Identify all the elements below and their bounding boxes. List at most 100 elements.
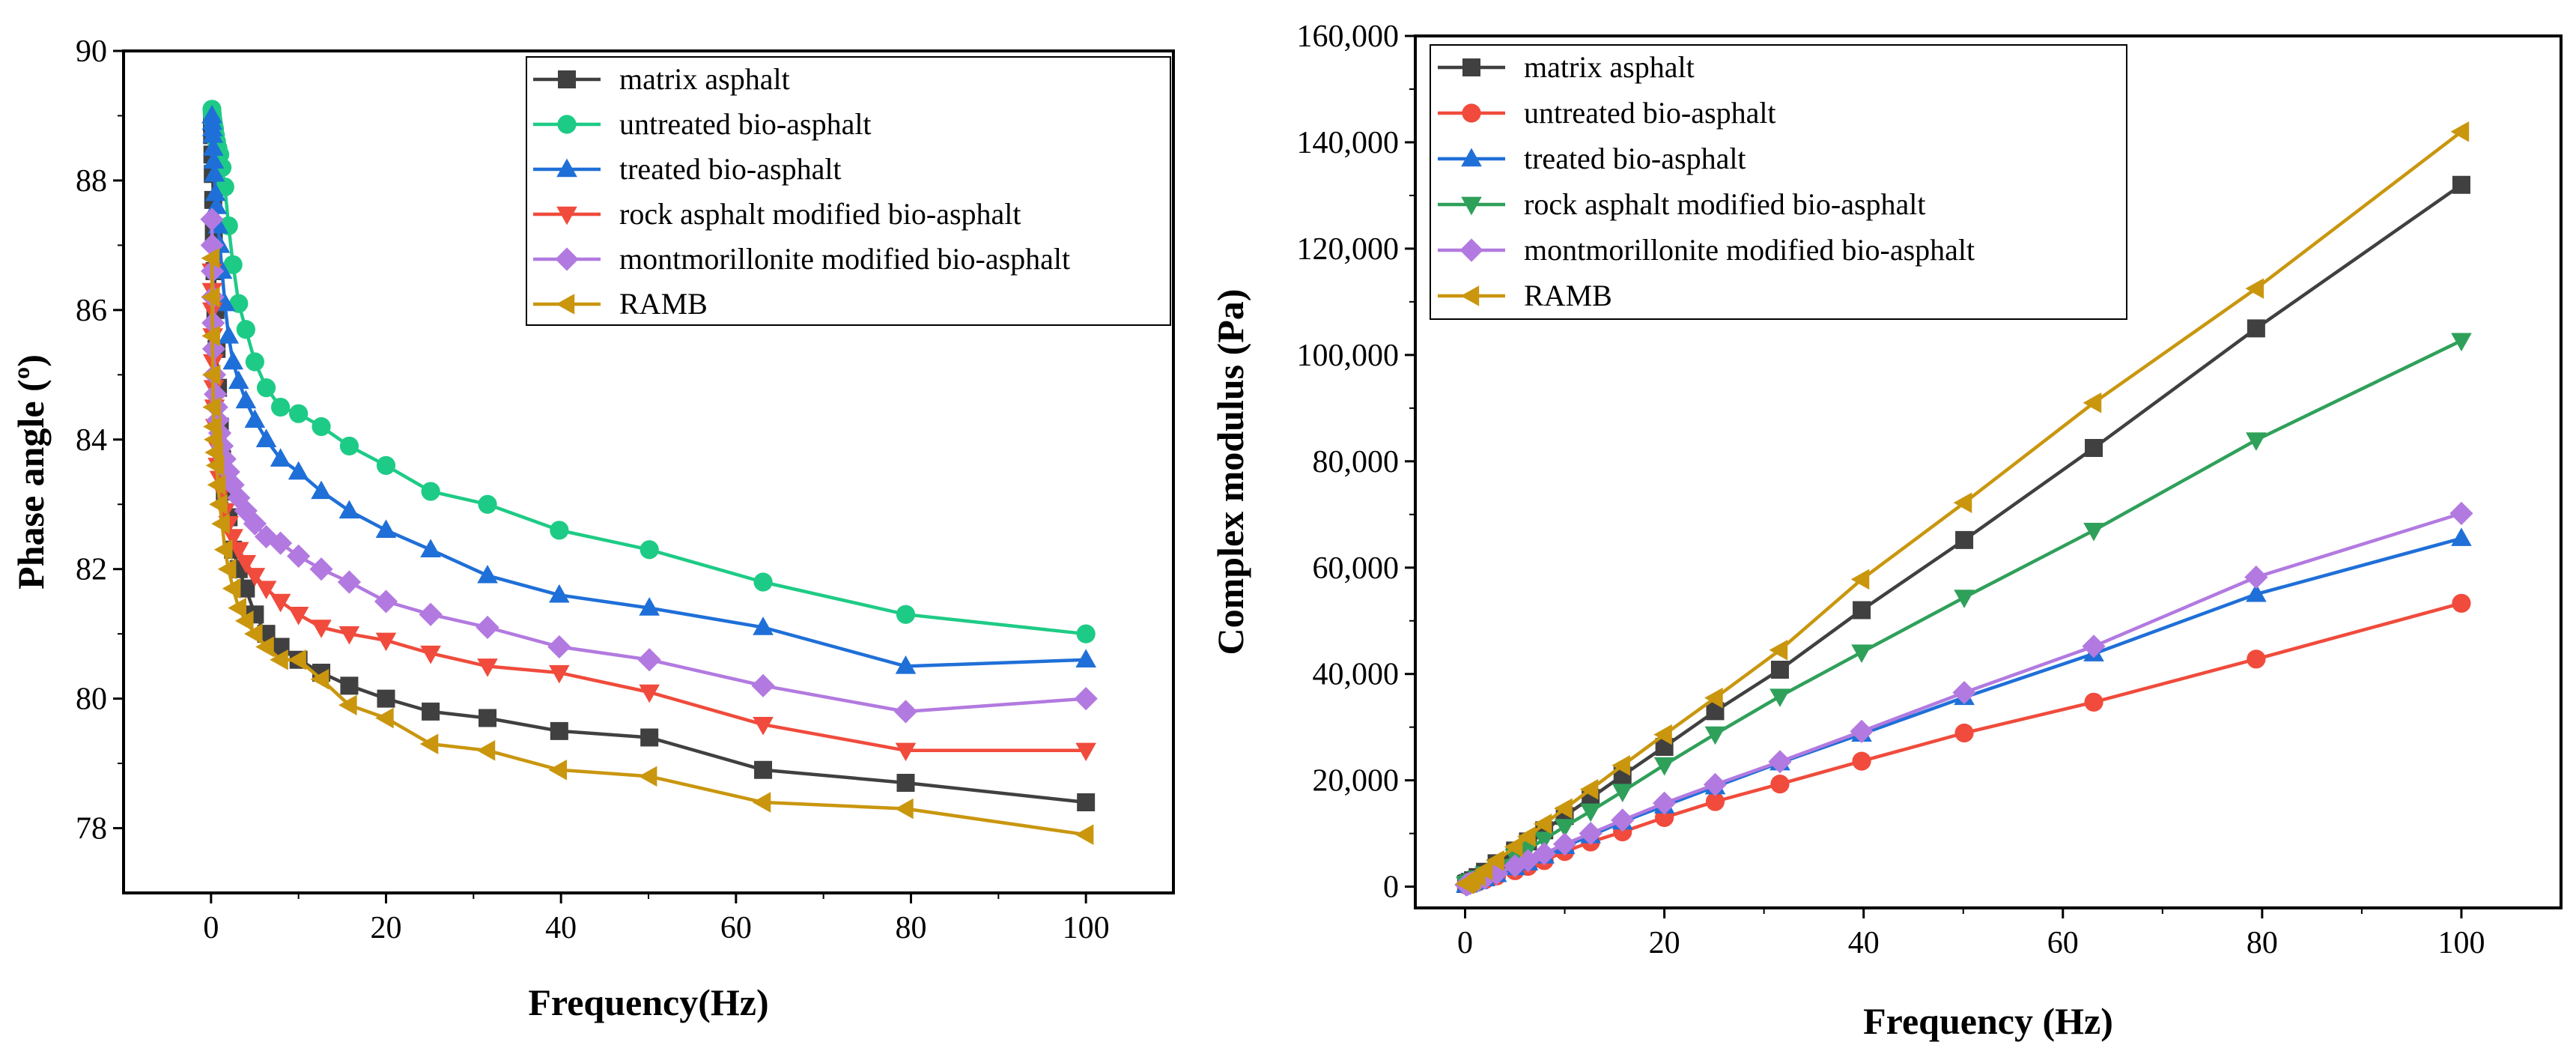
data-point	[640, 540, 659, 560]
data-point	[288, 607, 309, 626]
data-point	[476, 615, 499, 640]
x-tick-label: 0	[1457, 926, 1473, 960]
data-point	[1770, 688, 1790, 707]
data-point	[1579, 778, 1599, 800]
data-point	[753, 617, 774, 635]
y-tick-label: 84	[76, 423, 107, 458]
data-point	[204, 442, 223, 463]
data-point	[2247, 319, 2265, 338]
data-point	[2085, 439, 2103, 458]
data-point	[895, 798, 914, 820]
data-point	[311, 620, 332, 638]
legend-marker	[557, 115, 577, 134]
data-point	[549, 584, 570, 603]
data-point	[895, 742, 917, 762]
data-point	[1852, 751, 1871, 771]
x-tick-label: 60	[720, 911, 752, 945]
data-point	[1077, 793, 1096, 811]
data-point	[752, 792, 771, 813]
data-point	[203, 150, 225, 169]
data-point	[1653, 724, 1672, 745]
legend-marker	[1460, 285, 1480, 306]
data-point	[204, 428, 222, 450]
data-point	[1075, 742, 1096, 762]
data-point	[376, 455, 396, 475]
data-point	[476, 739, 496, 761]
data-point	[754, 760, 773, 779]
y-tick-label: 78	[76, 812, 107, 846]
y-tick-label: 40,000	[1313, 658, 1400, 692]
data-point	[256, 378, 276, 398]
data-point	[640, 728, 659, 747]
legend-marker	[558, 70, 576, 88]
x-tick-label: 40	[1848, 926, 1880, 960]
series-ramb	[1455, 121, 2470, 894]
x-axis-title: Frequency(Hz)	[528, 981, 768, 1023]
data-point	[1503, 854, 1527, 878]
y-tick-label: 86	[76, 294, 107, 328]
legend-box	[1430, 44, 2127, 320]
data-point	[479, 709, 497, 727]
data-point	[1770, 661, 1789, 679]
x-tick-label: 100	[1063, 911, 1110, 945]
y-tick-label: 100,000	[1297, 339, 1400, 373]
data-point	[1504, 836, 1523, 858]
data-point	[550, 721, 568, 740]
legend: matrix asphalt untreated bio-asphalt treat…	[1430, 44, 2127, 320]
data-point	[227, 485, 251, 510]
data-point	[1851, 644, 1872, 664]
data-point	[213, 447, 237, 471]
data-point	[420, 539, 441, 557]
data-point	[419, 602, 443, 626]
data-point	[204, 382, 228, 406]
data-point	[638, 766, 657, 787]
phase-angle-chart: 0 20 40 60 80 100 78 80 82 84 86 88 90 Frequency(Hz)…	[10, 34, 1175, 1023]
data-point	[477, 658, 498, 677]
data-point	[255, 581, 277, 600]
data-point	[201, 247, 220, 269]
data-point	[1768, 750, 1792, 774]
data-point	[244, 409, 266, 428]
data-point	[1554, 798, 1573, 820]
data-point	[2449, 501, 2473, 525]
legend-marker	[556, 206, 577, 225]
data-point	[1554, 819, 1576, 838]
y-tick-label: 140,000	[1297, 126, 1400, 160]
data-point	[548, 759, 568, 781]
data-point	[312, 417, 331, 437]
data-point	[229, 294, 249, 313]
data-point	[1954, 590, 1975, 608]
data-point	[1653, 757, 1675, 776]
data-point	[1769, 639, 1788, 661]
data-point	[255, 428, 277, 447]
series-layer	[1454, 121, 2473, 897]
data-point	[217, 558, 237, 580]
legend-label: RAMB	[619, 287, 708, 321]
y-tick-label: 80,000	[1313, 445, 1400, 479]
data-point	[222, 529, 243, 548]
data-point	[1704, 726, 1726, 745]
x-tick-label: 20	[1649, 926, 1680, 960]
data-point	[637, 648, 661, 672]
data-point	[200, 208, 224, 231]
y-axis-title: Phase angle (º)	[10, 354, 52, 590]
legend-marker	[1462, 103, 1481, 123]
data-point	[1075, 649, 1096, 667]
data-point	[1706, 702, 1725, 721]
data-point	[204, 163, 225, 182]
data-point	[751, 673, 775, 697]
data-point	[209, 494, 228, 515]
y-tick-label: 0	[1383, 870, 1399, 905]
data-point	[235, 554, 257, 574]
data-point	[2452, 175, 2470, 194]
legend-entry-untreated-bio-asphalt: untreated bio-asphalt	[1438, 96, 1776, 130]
x-tick-label: 80	[2247, 926, 2278, 960]
data-point	[1703, 772, 1728, 796]
legend-marker	[556, 294, 575, 315]
data-point	[1474, 859, 1493, 881]
y-tick-label: 120,000	[1297, 232, 1400, 267]
y-tick-label: 88	[76, 164, 107, 199]
legend-marker	[1461, 148, 1482, 167]
data-point	[1552, 832, 1577, 856]
data-point	[243, 512, 267, 536]
